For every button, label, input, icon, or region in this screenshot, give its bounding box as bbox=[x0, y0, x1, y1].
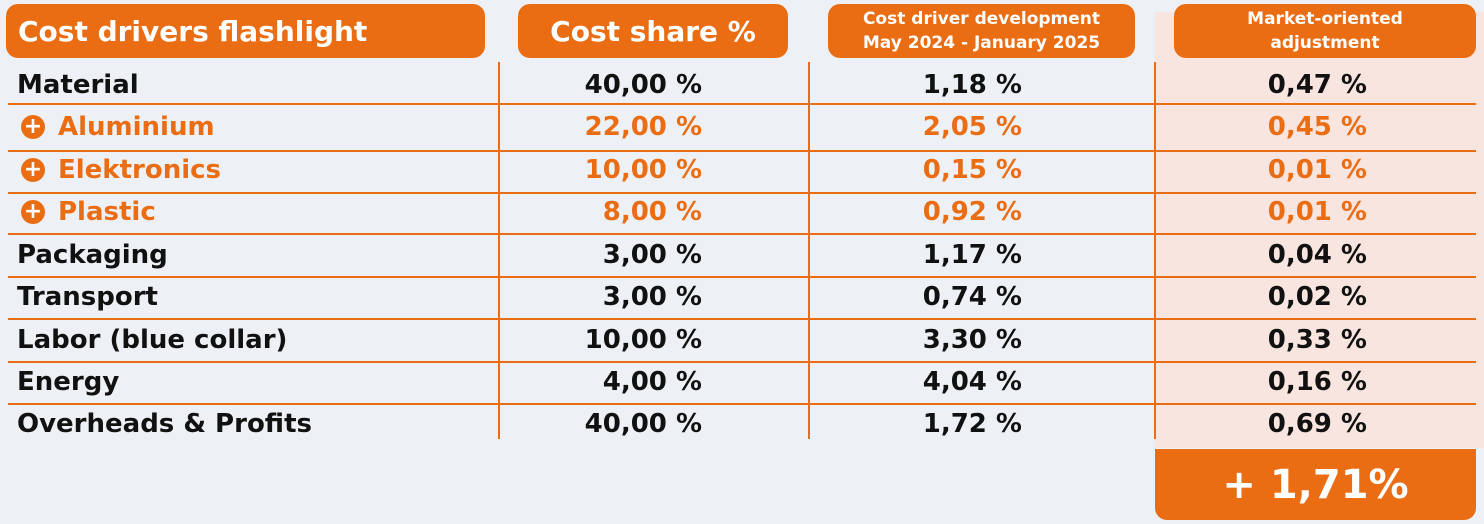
row-divider bbox=[8, 361, 1476, 363]
plus-circle-icon[interactable]: + bbox=[21, 158, 45, 182]
row-divider bbox=[8, 233, 1476, 235]
adjustment-column-panel bbox=[1155, 12, 1484, 448]
header-cost-drivers: Cost drivers flashlight bbox=[6, 4, 485, 58]
row-adjustment-value: 0,33 % bbox=[1267, 325, 1367, 355]
row-name: Aluminium bbox=[58, 112, 215, 142]
row-divider bbox=[8, 403, 1476, 405]
row-development-value: 0,74 % bbox=[922, 282, 1022, 312]
row-share-value: 4,00 % bbox=[602, 367, 702, 397]
total-adjustment-value: + 1,71% bbox=[1222, 461, 1409, 508]
header-cost-development: Cost driver development May 2024 - Janua… bbox=[828, 4, 1135, 58]
row-divider bbox=[8, 318, 1476, 320]
row-development-value: 2,05 % bbox=[922, 112, 1022, 142]
header-cost-drivers-label: Cost drivers flashlight bbox=[18, 14, 368, 48]
row-divider bbox=[8, 276, 1476, 278]
plus-circle-icon[interactable]: + bbox=[21, 115, 45, 139]
row-share-value: 3,00 % bbox=[602, 240, 702, 270]
row-name: Elektronics bbox=[58, 155, 222, 185]
row-name: Labor (blue collar) bbox=[17, 325, 288, 355]
header-cost-share-label: Cost share % bbox=[550, 14, 756, 48]
column-divider bbox=[498, 62, 500, 439]
plus-circle-icon[interactable]: + bbox=[21, 200, 45, 224]
total-adjustment: + 1,71% bbox=[1155, 449, 1476, 520]
row-adjustment-value: 0,47 % bbox=[1267, 70, 1367, 100]
row-share-value: 40,00 % bbox=[584, 409, 702, 439]
row-adjustment-value: 0,02 % bbox=[1267, 282, 1367, 312]
column-divider bbox=[1154, 62, 1156, 439]
row-adjustment-value: 0,45 % bbox=[1267, 112, 1367, 142]
row-divider bbox=[8, 192, 1476, 194]
row-share-value: 22,00 % bbox=[584, 112, 702, 142]
row-divider bbox=[8, 103, 1476, 105]
header-cost-development-line1: Cost driver development bbox=[862, 9, 1101, 29]
row-name: Packaging bbox=[17, 240, 168, 270]
row-share-value: 40,00 % bbox=[584, 70, 702, 100]
row-name: Overheads & Profits bbox=[17, 409, 312, 439]
row-development-value: 1,17 % bbox=[922, 240, 1022, 270]
row-share-value: 8,00 % bbox=[602, 197, 702, 227]
row-adjustment-value: 0,16 % bbox=[1267, 367, 1367, 397]
row-name: Energy bbox=[17, 367, 120, 397]
row-adjustment-value: 0,69 % bbox=[1267, 409, 1367, 439]
row-development-value: 0,15 % bbox=[922, 155, 1022, 185]
row-development-value: 0,92 % bbox=[922, 197, 1022, 227]
header-market-adjustment-line1: Market-oriented bbox=[1247, 9, 1403, 29]
row-development-value: 1,72 % bbox=[922, 409, 1022, 439]
header-market-adjustment-line2: adjustment bbox=[1270, 33, 1380, 53]
row-share-value: 3,00 % bbox=[602, 282, 702, 312]
header-market-adjustment: Market-oriented adjustment bbox=[1174, 4, 1476, 58]
row-adjustment-value: 0,01 % bbox=[1267, 197, 1367, 227]
row-adjustment-value: 0,04 % bbox=[1267, 240, 1367, 270]
row-name: Material bbox=[17, 70, 139, 100]
row-development-value: 4,04 % bbox=[922, 367, 1022, 397]
row-share-value: 10,00 % bbox=[584, 155, 702, 185]
row-divider bbox=[8, 150, 1476, 152]
row-name: Transport bbox=[17, 282, 158, 312]
header-cost-share: Cost share % bbox=[518, 4, 788, 58]
column-divider bbox=[808, 62, 810, 439]
row-development-value: 3,30 % bbox=[922, 325, 1022, 355]
header-cost-development-line2: May 2024 - January 2025 bbox=[862, 33, 1101, 53]
row-name: Plastic bbox=[58, 197, 156, 227]
row-adjustment-value: 0,01 % bbox=[1267, 155, 1367, 185]
row-development-value: 1,18 % bbox=[922, 70, 1022, 100]
row-share-value: 10,00 % bbox=[584, 325, 702, 355]
